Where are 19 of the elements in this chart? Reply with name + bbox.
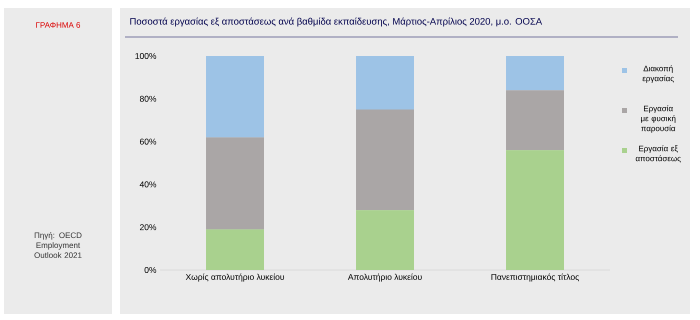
bar: [206, 137, 264, 230]
x-tick-label: Πανεπιστημιακός τίτλος: [491, 274, 579, 282]
bar: [356, 109, 414, 210]
y-tick-label: 40%: [140, 181, 156, 188]
bar: [206, 56, 264, 138]
bar: [506, 90, 564, 150]
chart-title: Ποσοστά εργασίας εξ αποστάσεως ανά βαθμίδα εκπαίδευσης, Μάρτιος-Απρίλιος 2020, μ.ο. ΟΟΣΑ: [130, 17, 542, 27]
bar: [356, 210, 414, 270]
bar: [506, 150, 564, 270]
y-tick-label: 20%: [140, 224, 156, 230]
y-tick-label: 60%: [140, 138, 156, 145]
x-tick-label: Χωρίς απολυτήριο λυκείου: [186, 274, 284, 282]
y-tick-label: 0%: [144, 267, 156, 273]
bar: [206, 229, 264, 270]
y-tick-label: 100%: [135, 53, 156, 59]
x-tick-label: Απολυτήριο λυκείου: [348, 274, 422, 282]
y-tick-label: 80%: [140, 96, 156, 102]
bar: [506, 56, 564, 90]
bar: [356, 56, 414, 110]
